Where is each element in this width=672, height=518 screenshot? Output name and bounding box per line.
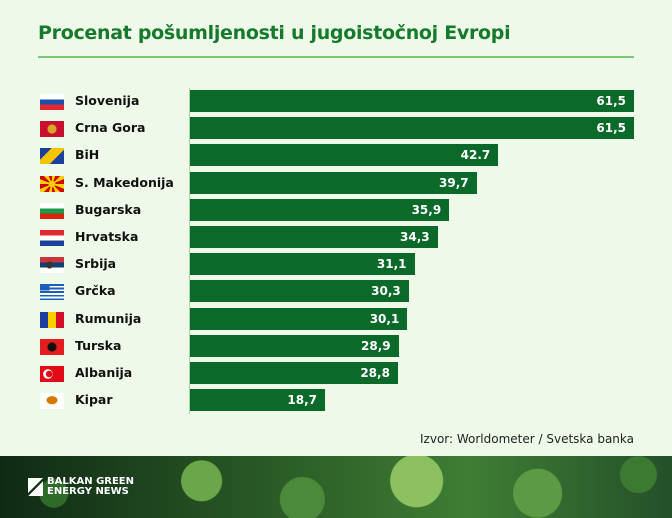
bar: 42.7 — [190, 144, 499, 167]
y-axis-line — [189, 88, 190, 414]
category-label: Crna Gora — [75, 120, 146, 136]
serbia-flag-icon — [40, 257, 64, 274]
croatia-flag-icon — [40, 230, 64, 246]
title-divider — [38, 56, 634, 58]
montenegro-flag-icon — [40, 121, 64, 138]
bar: 61,5 — [190, 117, 634, 140]
bosnia-flag-icon — [40, 148, 64, 165]
category-label: Bugarska — [75, 201, 142, 217]
bar-row: Grčka 30,3 — [0, 280, 672, 303]
value-label: 31,1 — [376, 257, 407, 272]
bar-row: Albanija 28,8 — [0, 362, 672, 385]
value-label: 35,9 — [411, 202, 442, 217]
value-label: 30,1 — [369, 311, 400, 326]
bar-row: Slovenija 61,5 — [0, 90, 672, 113]
category-label: Hrvatska — [75, 229, 139, 244]
bar-row: Kipar 18,7 — [0, 389, 672, 412]
value-label: 61,5 — [596, 94, 626, 108]
bar: 18,7 — [190, 389, 325, 412]
turkey-flag-icon — [40, 366, 64, 382]
bar: 30,3 — [190, 280, 409, 303]
logo-icon — [28, 478, 43, 496]
bar: 28,9 — [190, 334, 399, 357]
bar: 35,9 — [190, 198, 450, 221]
bar-row: Turska 28,9 — [0, 334, 672, 358]
bar-row: BiH 42.7 — [0, 144, 672, 167]
bar: 34,3 — [190, 226, 438, 248]
chart-title: Procenat pošumljenosti u jugoistočnoj Ev… — [38, 22, 511, 44]
slovenia-flag-icon — [40, 94, 64, 110]
bar: 31,1 — [190, 253, 415, 276]
value-label: 61,5 — [596, 121, 626, 136]
logo-text-2: ENERGY NEWS — [47, 486, 129, 497]
category-label: Grčka — [75, 283, 116, 299]
bar: 39,7 — [190, 171, 477, 194]
category-label: Rumunija — [75, 310, 142, 326]
value-label: 34,3 — [400, 230, 430, 244]
bar-row: Hrvatska 34,3 — [0, 226, 672, 249]
category-label: Turska — [75, 337, 122, 353]
category-label: Slovenija — [75, 93, 140, 108]
bar: 30,1 — [190, 307, 408, 330]
category-label: S. Makedonija — [75, 174, 174, 190]
category-label: Kipar — [75, 392, 113, 408]
north-macedonia-flag-icon — [40, 175, 64, 192]
value-label: 18,7 — [287, 393, 317, 408]
bar-row: S. Makedonija 39,7 — [0, 171, 672, 195]
forest-banner-image — [0, 456, 672, 518]
value-label: 30,3 — [371, 284, 401, 299]
brand-logo: BALKAN GREEN ENERGY NEWS — [28, 477, 134, 497]
value-label: 39,7 — [439, 175, 469, 190]
source-note: Izvor: Worldometer / Svetska banka — [420, 432, 634, 446]
cyprus-flag-icon — [40, 393, 64, 410]
bar: 61,5 — [190, 90, 634, 112]
bulgaria-flag-icon — [40, 202, 64, 219]
category-label: Srbija — [75, 256, 117, 272]
category-label: BiH — [75, 147, 100, 163]
value-label: 28,8 — [360, 366, 390, 380]
logo-text-1: BALKAN GREEN — [47, 476, 135, 487]
bar: 28,8 — [190, 362, 398, 384]
bar-row: Srbija 31,1 — [0, 253, 672, 276]
bar-row: Rumunija 30,1 — [0, 307, 672, 331]
value-label: 28,9 — [361, 338, 391, 353]
romania-flag-icon — [40, 311, 64, 328]
bar-row: Bugarska 35,9 — [0, 198, 672, 222]
bar-row: Crna Gora 61,5 — [0, 117, 672, 140]
value-label: 42.7 — [460, 148, 491, 163]
category-label: Albanija — [75, 365, 133, 380]
greece-flag-icon — [40, 284, 64, 301]
albania-flag-icon — [40, 338, 64, 355]
